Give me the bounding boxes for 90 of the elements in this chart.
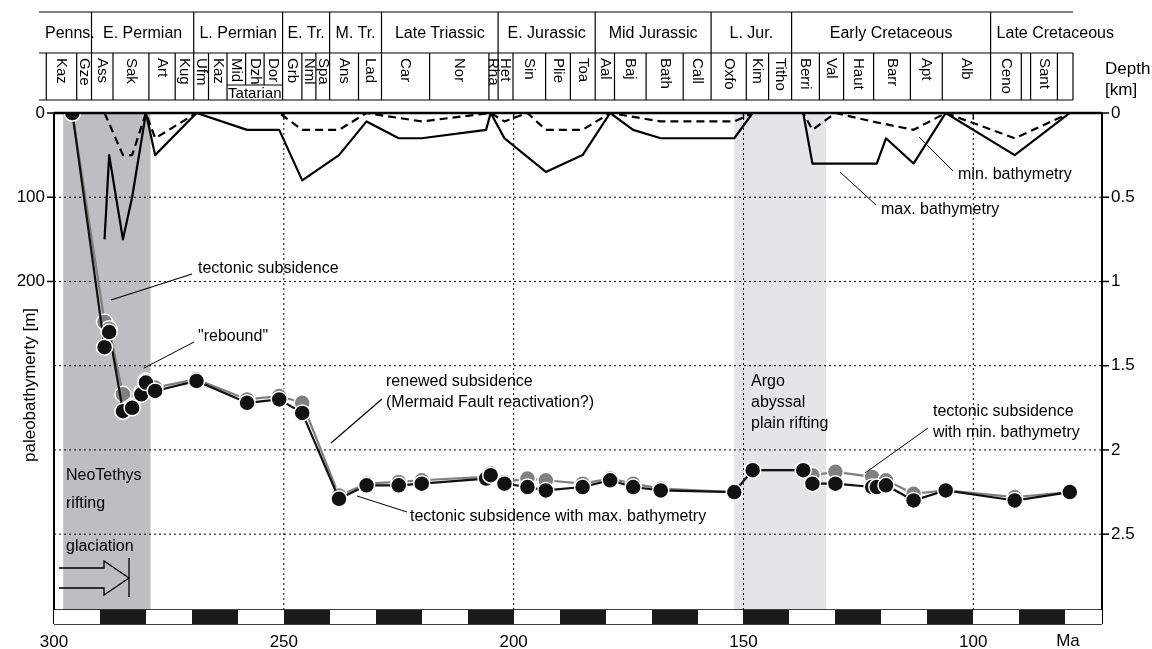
text: Oxfo xyxy=(721,58,739,90)
text: Toa xyxy=(575,58,593,83)
point xyxy=(573,478,592,496)
text: Kaz xyxy=(210,58,228,84)
text: Spa xyxy=(315,58,333,86)
text: E. Jurassic xyxy=(507,23,586,41)
text: Sin xyxy=(522,58,540,80)
text: Dzh xyxy=(247,58,265,85)
text: Late Triassic xyxy=(394,23,485,41)
text: max. bathymetry xyxy=(881,200,1000,218)
y2-tick-label: 2.5 xyxy=(1111,523,1135,543)
text: Tatarian xyxy=(228,83,282,101)
text: Barr xyxy=(884,58,902,87)
point xyxy=(877,476,895,495)
point xyxy=(100,323,118,341)
text: Mid Jurassic xyxy=(608,23,698,41)
y2-axis-title: Depth [km] xyxy=(1105,58,1151,99)
text: Val xyxy=(824,58,842,79)
y-tick-label: 200 xyxy=(16,271,45,291)
annotation: tectonic subsidence xyxy=(198,259,339,277)
text: Berri xyxy=(798,58,816,90)
y-axis-title: paleobathymerty [m] xyxy=(19,307,39,463)
point xyxy=(537,481,555,500)
text: Early Cretaceous xyxy=(829,23,953,41)
text: Sak xyxy=(123,58,141,85)
text: Ans xyxy=(336,58,354,84)
y2-tick-label: 0 xyxy=(1111,102,1121,122)
text: Ceno xyxy=(998,58,1016,94)
text: Mid xyxy=(229,58,247,83)
x-tick-label: 250 xyxy=(269,631,299,649)
point xyxy=(624,478,642,496)
text: Kug xyxy=(177,58,195,85)
x-tick-label: 100 xyxy=(959,631,988,649)
point xyxy=(826,474,845,493)
x-tick-label: 200 xyxy=(499,631,528,649)
x-tick-label: 150 xyxy=(729,631,758,649)
band-label: NeoTethys rifting xyxy=(66,466,142,512)
point xyxy=(146,382,164,400)
text: tectonic subsidence with min. bathymetry xyxy=(932,402,1080,441)
point xyxy=(1005,491,1024,510)
text: L. Jur. xyxy=(729,23,774,41)
text: M. Tr. xyxy=(335,23,376,41)
x-axis-title: Ma xyxy=(1056,630,1081,649)
text: Apt xyxy=(919,58,937,82)
text: L. Permian xyxy=(199,23,277,41)
text: Car xyxy=(398,58,416,83)
text: Grb xyxy=(285,58,303,84)
point xyxy=(293,404,311,422)
text: Plie xyxy=(550,58,568,84)
text: Aal xyxy=(597,58,615,80)
text: Gze xyxy=(76,58,94,86)
annotation: "rebound" xyxy=(198,327,269,345)
text: Ufm xyxy=(193,58,211,86)
y2-tick-label: 1 xyxy=(1111,271,1121,291)
y-tick-label: 0 xyxy=(35,102,45,122)
y2-tick-label: 0.5 xyxy=(1111,186,1135,206)
text: Haut xyxy=(851,58,869,91)
annotation: renewed subsidence (Mermaid Fault reactivation?) xyxy=(386,372,595,411)
annotation: glaciation xyxy=(66,537,134,555)
band-label: Argo abyssal plain rifting xyxy=(751,372,829,432)
x-tick-label: 300 xyxy=(39,631,69,649)
point xyxy=(803,474,822,493)
point xyxy=(270,390,288,409)
point xyxy=(389,476,408,495)
text: Nor xyxy=(452,58,470,83)
point xyxy=(904,491,923,510)
y2-tick-label: 1.5 xyxy=(1111,355,1135,375)
y2-tick-label: 2 xyxy=(1111,439,1121,459)
series-label: tectonic subsidence with max. bathymetry xyxy=(410,507,707,525)
y-tick-label: 100 xyxy=(16,186,45,206)
text: Art xyxy=(154,58,172,78)
text: Call xyxy=(690,58,708,84)
point xyxy=(238,394,256,412)
text: min. bathymetry xyxy=(958,165,1072,183)
text: Titho xyxy=(772,58,790,91)
point xyxy=(95,338,114,356)
text: Alb xyxy=(959,58,977,80)
text: Bath xyxy=(657,58,675,89)
text: Kim xyxy=(750,58,768,84)
text: Dor xyxy=(266,58,284,83)
text: E. Permian xyxy=(103,23,183,41)
point xyxy=(330,490,348,508)
text: Late Cretaceous xyxy=(996,23,1115,41)
text: Ass xyxy=(95,58,113,84)
text: Lad xyxy=(362,58,380,84)
point xyxy=(518,478,537,496)
text: Kaz xyxy=(54,58,72,84)
text: E. Tr. xyxy=(287,23,325,41)
text: Sant xyxy=(1036,58,1054,90)
text: Baj xyxy=(623,58,641,80)
